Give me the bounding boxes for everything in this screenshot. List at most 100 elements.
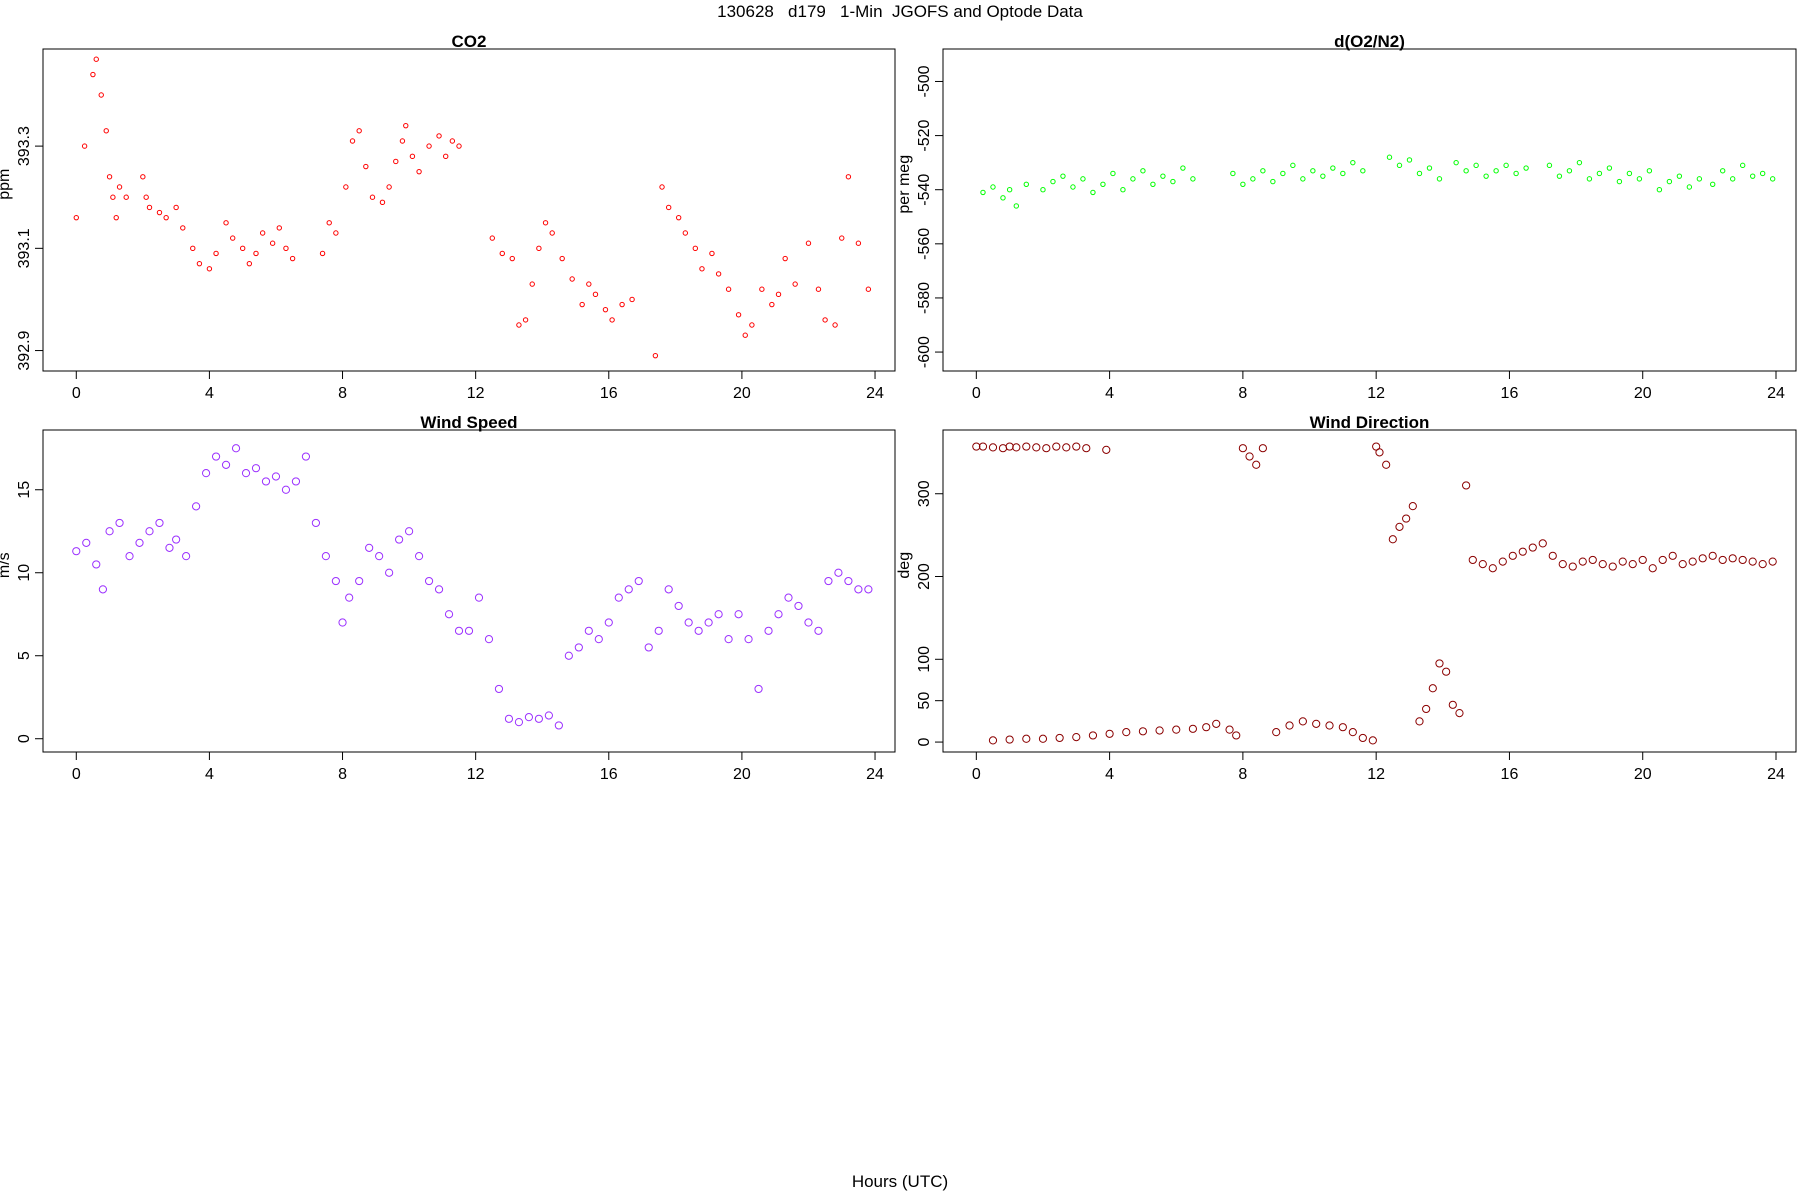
wind-direction-data-point (1408, 502, 1417, 511)
wind-direction-data-point (1708, 551, 1717, 560)
wind-direction-data-point (1402, 514, 1411, 523)
wind-speed-data-point (345, 593, 354, 602)
co2-data-point (449, 138, 456, 144)
wind-direction-data-point (1232, 731, 1241, 740)
wind-speed-data-point (794, 601, 803, 611)
co2-data-point (426, 143, 432, 149)
co2-data-point (173, 204, 179, 211)
wind-direction-data-point (1462, 481, 1471, 490)
wind-direction-data-point (1038, 734, 1048, 743)
co2-data-point (81, 143, 88, 149)
d-o2-n2-data-point (1453, 159, 1459, 166)
wind-direction-data-point (1448, 700, 1457, 709)
wind-speed-data-point (331, 576, 340, 586)
wind-speed-data-point (385, 568, 394, 577)
wind-speed-data-point (554, 721, 563, 730)
wind-direction-data-point (1258, 444, 1267, 453)
wind-direction-data-point (1055, 733, 1064, 743)
d-o2-n2-data-point (1040, 187, 1046, 193)
d-o2-n2-data-point (1090, 189, 1096, 196)
d-o2-n2-x-tick-label: 16 (1501, 385, 1519, 402)
wind-speed-data-point (634, 576, 643, 586)
co2-data-point (110, 194, 116, 200)
d-o2-n2-data-point (1493, 168, 1499, 174)
wind-speed-x-tick-label: 16 (600, 766, 618, 783)
wind-direction-data-point (1422, 704, 1431, 714)
d-o2-n2-data-point (1696, 176, 1703, 182)
figure-title: 130628 d179 1-Min JGOFS and Optode Data (717, 2, 1083, 21)
wind-direction-data-point (1088, 731, 1098, 740)
co2-data-point (409, 153, 416, 160)
co2-data-point (609, 317, 615, 323)
wind-speed-data-point (474, 593, 484, 602)
wind-direction-data-point (1358, 733, 1367, 743)
d-o2-n2-data-point (1646, 168, 1653, 174)
wind-speed-title: Wind Speed (420, 413, 517, 432)
d-o2-n2-data-point (1463, 168, 1469, 174)
wind-direction-x-tick-label: 8 (1238, 766, 1247, 783)
d-o2-n2-plot-frame (942, 48, 1797, 372)
wind-direction-data-point (1072, 733, 1081, 742)
co2-data-point (393, 158, 399, 165)
wind-speed-data-point (338, 618, 347, 627)
d-o2-n2-data-point (1000, 195, 1006, 201)
co2-data-point (349, 138, 356, 144)
wind-direction-data-point (1758, 559, 1767, 569)
co2-data-point (792, 281, 798, 287)
d-o2-n2-x-tick-label: 0 (972, 385, 981, 402)
wind-direction-data-point (1285, 721, 1294, 730)
co2-data-point (103, 128, 109, 134)
co2-data-point (326, 220, 332, 226)
d-o2-n2-y-tick-label: -500 (916, 65, 933, 97)
co2-data-point (123, 194, 129, 200)
wind-speed-x-tick-label: 4 (205, 766, 214, 783)
co2-data-point (602, 306, 609, 313)
wind-direction-data-point (1435, 659, 1444, 668)
d-o2-n2-data-point (1240, 181, 1246, 187)
wind-direction-data-point (1005, 442, 1014, 451)
wind-speed-data-point (182, 552, 191, 561)
co2-data-point (319, 250, 326, 257)
d-o2-n2-y-tick-label: -560 (916, 228, 933, 260)
wind-direction-data-point (1172, 725, 1181, 734)
wind-speed-data-point (764, 626, 773, 635)
wind-direction-data-point (1618, 557, 1627, 566)
wind-speed-data-point (115, 518, 124, 528)
d-o2-n2-data-point (1140, 168, 1146, 174)
wind-speed-data-point (311, 518, 321, 528)
wind-direction-data-point (1225, 725, 1234, 734)
co2-data-point (456, 143, 462, 149)
wind-direction-data-point (1082, 444, 1091, 453)
d-o2-n2-y-tick-label: -520 (916, 119, 933, 151)
d-o2-n2-x-tick-label: 12 (1367, 385, 1385, 402)
d-o2-n2-data-point (1130, 176, 1136, 182)
co2-data-point (586, 281, 592, 287)
wind-speed-data-point (644, 643, 653, 652)
wind-speed-plot-frame (42, 429, 896, 753)
co2-data-point (529, 281, 535, 287)
wind-speed-data-point (564, 651, 573, 660)
panel-wind-speed: Wind Speed 0 4 8 12 16 20 24 0 5 10 15 m/s (0, 413, 896, 783)
wind-speed-data-point (534, 714, 543, 723)
wind-direction-data-point (1658, 555, 1667, 565)
co2-data-point (333, 230, 339, 236)
d-o2-n2-data-point (1556, 173, 1563, 179)
wind-speed-data-point (271, 472, 281, 481)
co2-data-point (759, 286, 765, 292)
wind-direction-data-point (1312, 719, 1321, 728)
wind-speed-data-point (704, 618, 713, 627)
wind-speed-data-point (484, 635, 494, 644)
wind-speed-data-point (365, 543, 374, 552)
co2-data-point (516, 322, 522, 328)
d-o2-n2-data-point (1320, 173, 1326, 179)
wind-speed-data-point (355, 576, 364, 586)
wind-direction-y-tick-label: 200 (916, 563, 933, 590)
wind-speed-data-point (624, 585, 633, 594)
co2-y-axis-label: ppm (0, 169, 13, 200)
wind-direction-data-point (1538, 539, 1547, 548)
wind-speed-data-point (594, 635, 603, 644)
wind-direction-data-point (1005, 735, 1014, 744)
wind-direction-x-tick-label: 24 (1767, 766, 1785, 783)
wind-speed-x-tick-label: 24 (866, 766, 884, 783)
wind-speed-x-tick-label: 8 (338, 766, 347, 783)
